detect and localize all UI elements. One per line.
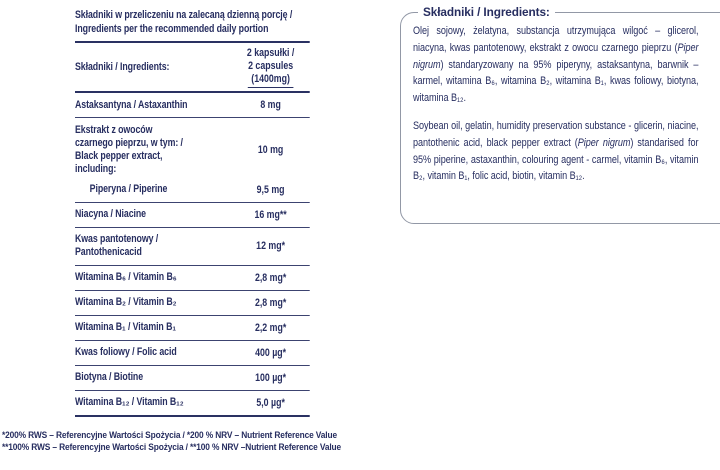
row-label: Biotyna / Biotine (75, 371, 144, 383)
ingredients-box: Składniki / Ingredients: Olej sojowy, że… (400, 5, 720, 224)
row-label: Witamina B₁ / Vitamin B₁ (75, 321, 176, 333)
amount-line-1: 2 kapsułki / (246, 47, 295, 59)
table-row-biotin: Biotyna / Biotine 100 µg* (75, 366, 310, 391)
latin-name-en: Piper nigrum (577, 136, 631, 149)
row-label: Astaksantyna / Astaxanthin (75, 98, 188, 111)
row-value: 12 mg* (256, 240, 286, 252)
table-row-pantothenic-acid: Kwas pantotenowy / Pantothenicacid 12 mg… (75, 228, 310, 266)
row-label: Ekstrakt z owoców czarnego pieprzu, w ty… (75, 123, 183, 175)
amount-line-3: (1400mg) (248, 73, 294, 88)
pl-text-after: ) standaryzowany na 95% piperyny, astaks… (413, 58, 699, 105)
row-value: 10 mg (257, 143, 284, 156)
row-label: Piperyna / Piperine (89, 183, 168, 195)
footnote-nrv-100: **100% RWS – Referencyjne Wartości Spoży… (2, 441, 342, 452)
row-label: Kwas pantotenowy / Pantothenicacid (75, 233, 159, 258)
footnote-nrv-200: *200% RWS – Referencyjne Wartości Spożyc… (2, 430, 337, 440)
footnotes: *200% RWS – Referencyjne Wartości Spożyc… (2, 430, 341, 454)
row-label: Kwas foliowy / Folic acid (75, 346, 177, 358)
nutrition-table: Składniki w przeliczeniu na zalecaną dzi… (75, 9, 310, 417)
ingredients-box-title: Składniki / Ingredients: (423, 5, 550, 19)
row-value: 100 µg* (255, 371, 287, 384)
table-row-astaxanthin: Astaksantyna / Astaxanthin 8 mg (75, 93, 310, 118)
row-label: Witamina B₆ / Vitamin B₆ (75, 271, 177, 283)
row-label: Niacyna / Niacine (75, 208, 147, 220)
en-text-before: Soybean oil, gelatin, humidity preservat… (413, 119, 699, 149)
table-row-vitamin-b12: Witamina B₁₂ / Vitamin B₁₂ 5,0 µg* (75, 391, 310, 417)
amount-line-2: 2 capsules (248, 60, 294, 72)
header-amount-cell: 2 kapsułki / 2 capsules (1400mg) (231, 43, 309, 91)
row-value: 8 mg (260, 99, 281, 111)
row-value: 2,2 mg* (254, 321, 287, 334)
row-label: Witamina B₂ / Vitamin B₂ (75, 296, 177, 308)
table-row-folic-acid: Kwas foliowy / Folic acid 400 µg* (75, 341, 310, 366)
table-row-niacin: Niacyna / Niacine 16 mg** (75, 203, 310, 228)
ingredients-box-content: Olej sojowy, żelatyna, substancja utrzym… (413, 23, 698, 185)
table-title: Składniki w przeliczeniu na zalecaną dzi… (75, 9, 293, 35)
header-ingredients-label: Składniki / Ingredients: (75, 61, 170, 73)
row-label: Witamina B₁₂ / Vitamin B₁₂ (75, 396, 184, 408)
table-row-vitamin-b6: Witamina B₆ / Vitamin B₆ 2,8 mg* (75, 266, 310, 291)
row-value: 5,0 µg* (256, 396, 285, 409)
row-value: 16 mg** (254, 208, 287, 221)
table-row-vitamin-b2: Witamina B₂ / Vitamin B₂ 2,8 mg* (75, 291, 310, 316)
en-text-after: ) standarised for 95% piperine, astaxant… (413, 136, 699, 183)
table-row-vitamin-b1: Witamina B₁ / Vitamin B₁ 2,2 mg* (75, 316, 310, 341)
pl-text-before: Olej sojowy, żelatyna, substancja utrzym… (413, 25, 699, 54)
row-value: 2,8 mg* (254, 271, 287, 284)
ingredients-paragraph-pl: Olej sojowy, żelatyna, substancja utrzym… (413, 23, 698, 107)
row-value: 9,5 mg (256, 183, 285, 196)
latin-name-pl: Piper nigrum (413, 41, 699, 71)
ingredients-paragraph-en: Soybean oil, gelatin, humidity preservat… (413, 118, 698, 185)
row-value: 2,8 mg* (254, 296, 287, 309)
table-header-row: Składniki / Ingredients: 2 kapsułki / 2 … (75, 41, 310, 93)
row-value: 400 µg* (255, 346, 287, 359)
table-row-black-pepper-extract: Ekstrakt z owoców czarnego pieprzu, w ty… (75, 118, 310, 178)
table-row-piperine: Piperyna / Piperine 9,5 mg (75, 178, 310, 203)
